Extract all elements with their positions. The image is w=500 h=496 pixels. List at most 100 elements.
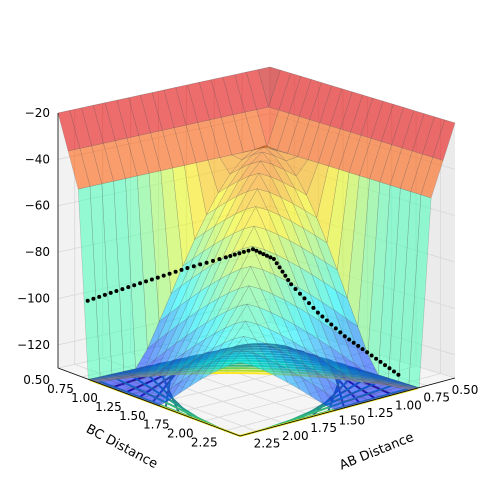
trajectory-point (356, 343, 361, 348)
trajectory-point (237, 251, 242, 256)
trajectory-point (261, 252, 266, 257)
trajectory-point (307, 301, 311, 306)
bc-axis-line (57, 367, 241, 437)
trajectory-point (347, 337, 352, 342)
trajectory-scatter (85, 247, 401, 377)
z-tick-label: −40 (25, 152, 50, 166)
y-tick-label: 2.25 (191, 436, 218, 450)
z-tick-label: −100 (17, 292, 50, 306)
trajectory-point (329, 322, 334, 327)
trajectory-point (374, 356, 379, 361)
trajectory-point (298, 291, 302, 296)
x-tick-label: 1.00 (395, 398, 422, 412)
y-tick-label: 1.25 (95, 400, 122, 414)
x-tick-label: 1.50 (338, 414, 365, 428)
trajectory-point (315, 310, 320, 315)
trajectory-point (126, 285, 131, 290)
trajectory-point (167, 271, 172, 276)
z-tick-label: −120 (17, 338, 50, 352)
axis-ticks: 0.500.751.001.251.501.752.002.250.500.75… (17, 106, 478, 450)
trajectory-point (378, 359, 383, 364)
x-tick-label: 0.75 (423, 391, 450, 405)
trajectory-point (302, 296, 307, 301)
z-tick-label: −60 (25, 199, 50, 213)
surface-facet (219, 349, 243, 370)
trajectory-point (277, 265, 282, 270)
trajectory-point (138, 281, 143, 286)
trajectory-point (198, 262, 203, 267)
trajectory-point (369, 353, 374, 358)
x-tick-label: 2.25 (254, 436, 281, 450)
y-tick-label: 1.00 (71, 391, 98, 405)
trajectory-point (360, 347, 365, 352)
trajectory-point (223, 255, 228, 260)
trajectory-point (254, 248, 259, 253)
trajectory-point (320, 314, 325, 319)
y-tick-label: 2.00 (167, 427, 194, 441)
trajectory-point (365, 350, 370, 355)
y-tick-label: 0.75 (47, 382, 74, 396)
x-axis-label: AB Distance (337, 430, 416, 473)
surface-facet (168, 374, 192, 401)
trajectory-point (271, 257, 276, 261)
trajectory-point (161, 273, 166, 278)
trajectory-point (289, 282, 294, 287)
trajectory-point (85, 298, 90, 303)
trajectory-point (264, 253, 269, 258)
trajectory-point (311, 305, 316, 310)
trajectory-point (97, 294, 102, 299)
trajectory-point (396, 372, 401, 377)
trajectory-point (185, 266, 190, 270)
trajectory-point (155, 275, 160, 280)
trajectory-point (338, 330, 343, 335)
potential-surface (57, 66, 456, 411)
trajectory-point (246, 248, 251, 253)
y-tick-label: 1.75 (143, 418, 170, 432)
trajectory-point (280, 269, 285, 274)
ab-axis-line (239, 377, 456, 437)
trajectory-point (293, 287, 298, 291)
x-tick-label: 1.25 (367, 406, 394, 420)
trajectory-point (333, 326, 338, 331)
trajectory-point (204, 260, 209, 265)
trajectory-point (383, 363, 387, 368)
trajectory-point (91, 296, 96, 301)
x-tick-label: 0.50 (452, 383, 479, 397)
trajectory-point (274, 261, 279, 266)
trajectory-point (132, 283, 137, 288)
trajectory-point (283, 273, 288, 278)
surface-facet (158, 381, 182, 407)
trajectory-point (191, 264, 196, 269)
grid-line-ab (74, 109, 258, 432)
trajectory-point (258, 250, 262, 255)
trajectory-point (241, 249, 246, 254)
trajectory-point (392, 369, 396, 374)
z-tick-label: −80 (25, 245, 50, 259)
trajectory-point (102, 292, 107, 297)
trajectory-point (342, 334, 347, 339)
z-tick-label: −20 (25, 106, 50, 120)
axis-lines (57, 113, 456, 437)
trajectory-point (228, 254, 233, 258)
trajectory-point (232, 252, 237, 257)
surface-facet (57, 110, 81, 152)
trajectory-point (211, 258, 215, 263)
x-tick-label: 2.00 (282, 429, 309, 443)
trajectory-point (179, 267, 184, 272)
trajectory-point (286, 278, 291, 282)
x-tick-label: 1.75 (310, 421, 337, 435)
surface-facet (179, 367, 202, 394)
trajectory-point (324, 318, 329, 323)
trajectory-point (251, 247, 255, 252)
trajectory-point (114, 289, 119, 293)
trajectory-point (108, 290, 113, 295)
trajectory-point (173, 269, 178, 274)
y-tick-label: 1.50 (119, 409, 146, 423)
trajectory-point (217, 257, 222, 262)
trajectory-point (144, 279, 148, 284)
trajectory-point (351, 340, 356, 345)
trajectory-point (120, 287, 125, 292)
trajectory-point (268, 255, 273, 260)
trajectory-point (387, 366, 392, 371)
